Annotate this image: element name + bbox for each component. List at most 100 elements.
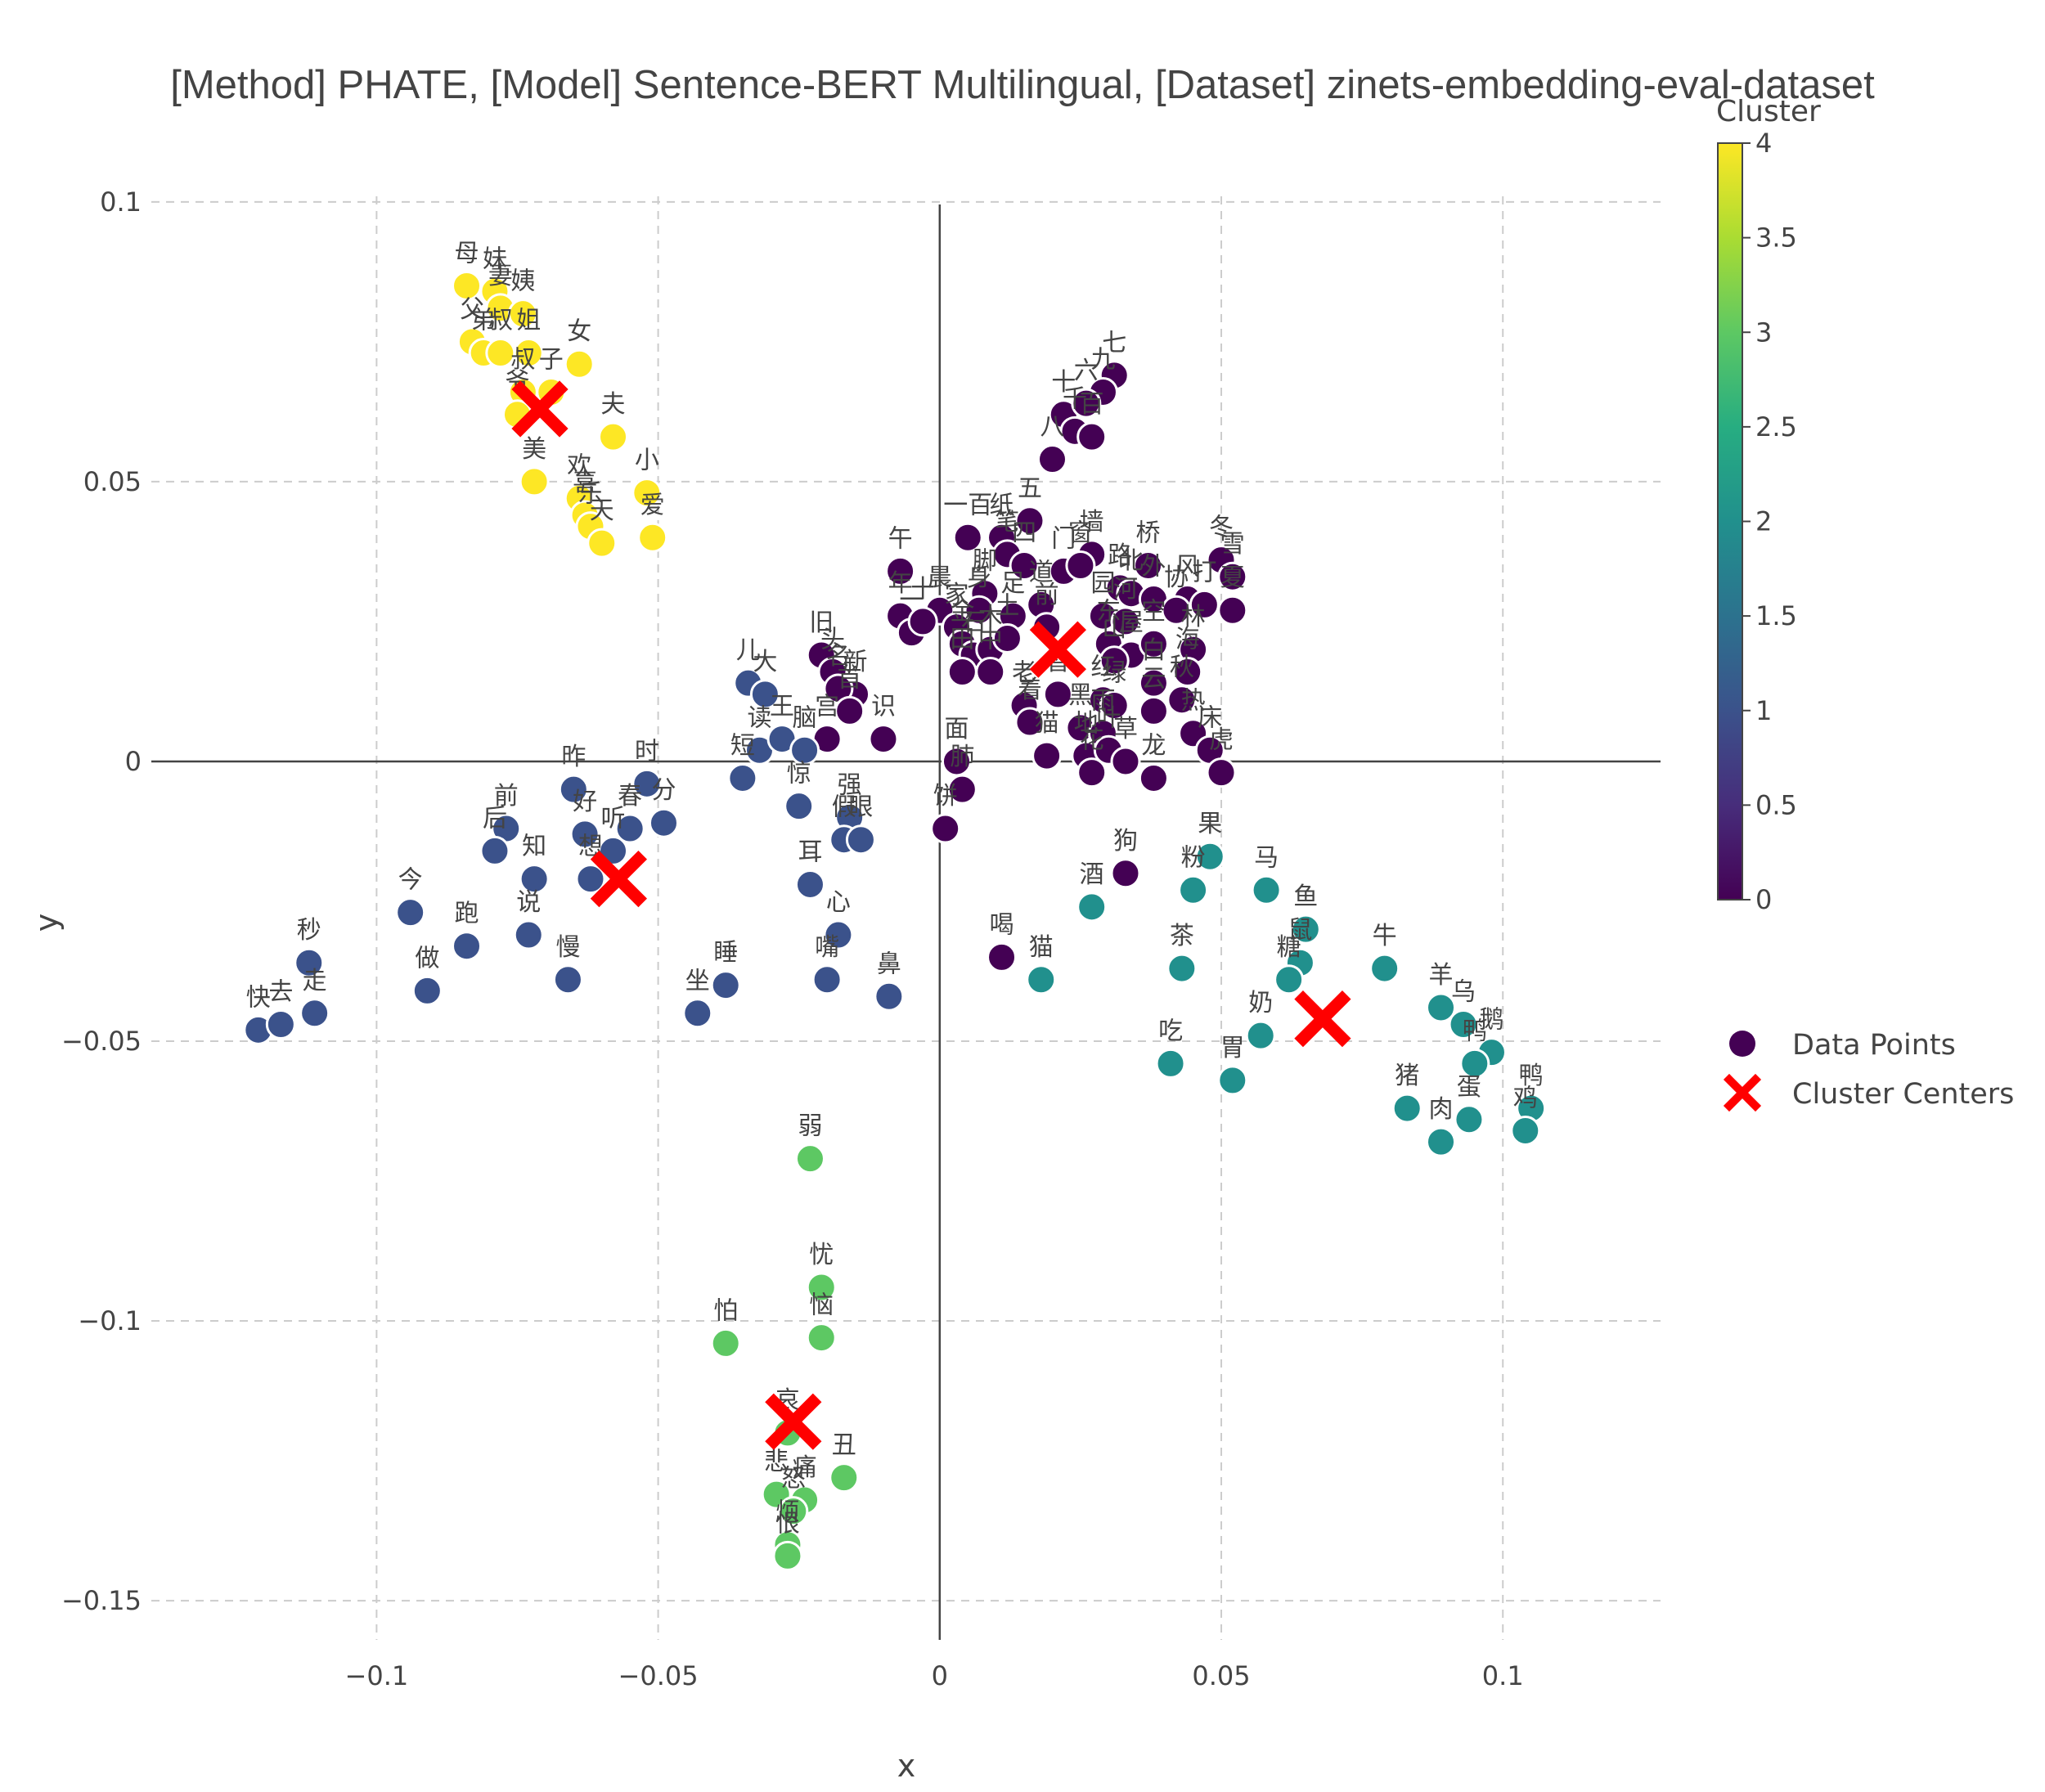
data-point[interactable]: [1194, 841, 1225, 872]
data-point[interactable]: [575, 864, 606, 895]
data-point[interactable]: [637, 522, 668, 553]
data-point[interactable]: [834, 695, 865, 726]
data-point[interactable]: [874, 981, 905, 1012]
data-point[interactable]: [1099, 645, 1130, 676]
data-point[interactable]: [952, 522, 983, 553]
data-point[interactable]: [987, 941, 1018, 972]
legend-item-data-points[interactable]: Data Points: [1729, 1029, 1956, 1062]
data-point[interactable]: [1133, 550, 1164, 582]
data-point[interactable]: [1071, 388, 1102, 419]
data-point[interactable]: [1042, 679, 1073, 710]
data-point[interactable]: [1138, 762, 1169, 793]
data-point[interactable]: [806, 1323, 837, 1354]
data-point[interactable]: [519, 466, 550, 497]
data-point[interactable]: [1076, 421, 1108, 452]
data-point[interactable]: [598, 421, 629, 452]
data-point[interactable]: [829, 1462, 860, 1493]
data-point[interactable]: [1036, 444, 1067, 475]
data-point[interactable]: [1217, 595, 1248, 626]
data-point[interactable]: [811, 964, 843, 995]
data-point[interactable]: [710, 970, 741, 1001]
data-point[interactable]: [519, 864, 550, 895]
data-point[interactable]: [794, 1143, 825, 1174]
data-point[interactable]: [294, 947, 325, 978]
data-point[interactable]: [1076, 892, 1108, 923]
data-point[interactable]: [1251, 874, 1282, 905]
data-point[interactable]: [507, 299, 538, 330]
data-point[interactable]: [991, 622, 1022, 653]
data-point[interactable]: [513, 338, 544, 369]
data-point[interactable]: [1009, 550, 1040, 582]
data-point[interactable]: [1110, 858, 1141, 889]
data-point[interactable]: [1217, 1065, 1248, 1096]
data-point[interactable]: [648, 807, 679, 838]
data-point[interactable]: [1189, 589, 1220, 620]
cluster-center-x-icon[interactable]: [511, 380, 569, 438]
data-point[interactable]: [823, 919, 854, 950]
data-point[interactable]: [885, 555, 916, 586]
data-point[interactable]: [1166, 685, 1198, 716]
data-point[interactable]: [806, 1272, 837, 1303]
data-point[interactable]: [631, 478, 663, 509]
cluster-center-x-icon[interactable]: [590, 851, 648, 908]
data-point[interactable]: [1448, 1008, 1479, 1040]
data-point[interactable]: [552, 964, 583, 995]
data-point[interactable]: [784, 791, 815, 822]
data-point[interactable]: [794, 869, 825, 900]
data-point[interactable]: [1369, 953, 1400, 984]
data-point[interactable]: [946, 656, 978, 687]
cluster-center-x-icon[interactable]: [1029, 621, 1086, 678]
data-point[interactable]: [587, 528, 618, 559]
data-point[interactable]: [564, 348, 595, 380]
data-point[interactable]: [964, 595, 995, 626]
data-point[interactable]: [1178, 874, 1209, 905]
data-point[interactable]: [845, 824, 876, 856]
data-point[interactable]: [1014, 505, 1045, 537]
data-point[interactable]: [1031, 740, 1063, 771]
data-point[interactable]: [1172, 656, 1203, 687]
data-point[interactable]: [1217, 561, 1248, 592]
cluster-center-x-icon[interactable]: [1294, 990, 1351, 1048]
data-point[interactable]: [299, 998, 330, 1029]
data-point[interactable]: [907, 606, 938, 637]
data-point[interactable]: [1110, 746, 1141, 777]
data-point[interactable]: [1138, 628, 1169, 659]
data-point[interactable]: [1161, 595, 1192, 626]
data-point[interactable]: [479, 835, 510, 866]
data-point[interactable]: [1099, 690, 1130, 721]
data-point[interactable]: [569, 819, 600, 850]
data-point[interactable]: [1245, 1020, 1276, 1051]
data-point[interactable]: [631, 768, 663, 799]
data-point[interactable]: [1026, 964, 1057, 995]
data-point[interactable]: [265, 1008, 296, 1040]
data-point[interactable]: [1274, 964, 1305, 995]
data-point[interactable]: [778, 1496, 809, 1527]
data-point[interactable]: [1076, 757, 1108, 788]
data-point[interactable]: [513, 919, 544, 950]
data-point[interactable]: [946, 774, 978, 805]
data-point[interactable]: [727, 762, 758, 793]
data-point[interactable]: [710, 1327, 741, 1359]
data-point[interactable]: [1206, 757, 1237, 788]
data-point[interactable]: [1290, 914, 1321, 945]
data-point[interactable]: [452, 270, 483, 301]
data-point[interactable]: [614, 813, 645, 844]
data-point[interactable]: [975, 656, 1006, 687]
data-point[interactable]: [772, 1540, 803, 1571]
data-point[interactable]: [1065, 550, 1096, 582]
data-point[interactable]: [1510, 1115, 1541, 1146]
cluster-center-x-icon[interactable]: [765, 1393, 822, 1450]
data-point[interactable]: [682, 998, 713, 1029]
data-point[interactable]: [930, 813, 961, 844]
data-point[interactable]: [1426, 1126, 1457, 1157]
data-point[interactable]: [789, 734, 820, 766]
data-point[interactable]: [1426, 992, 1457, 1023]
legend-item-cluster-centers[interactable]: Cluster Centers: [1723, 1073, 2014, 1112]
data-point[interactable]: [1155, 1048, 1186, 1079]
data-point[interactable]: [395, 897, 426, 928]
data-point[interactable]: [558, 774, 589, 805]
data-point[interactable]: [1110, 606, 1141, 637]
data-point[interactable]: [1138, 695, 1169, 726]
data-point[interactable]: [1014, 707, 1045, 738]
data-point[interactable]: [1459, 1048, 1490, 1079]
